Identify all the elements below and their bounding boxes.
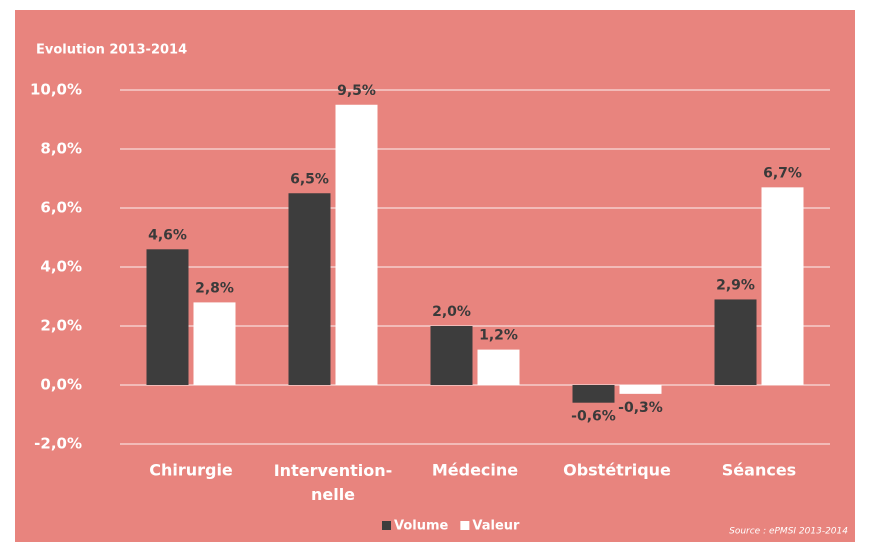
bar (572, 385, 615, 403)
x-tick-label: Séances (722, 461, 796, 480)
legend-swatch (460, 521, 470, 530)
chart-title: Evolution 2013-2014 (36, 43, 187, 58)
bar (335, 104, 378, 385)
x-tick-label: Obstétrique (563, 461, 671, 480)
y-tick-label: 4,0% (40, 258, 82, 276)
bar (619, 385, 662, 394)
bar (477, 349, 520, 385)
x-tick-label: Chirurgie (149, 461, 233, 480)
y-tick-label: 6,0% (40, 199, 82, 217)
value-label: 1,2% (479, 328, 518, 344)
bar (193, 302, 236, 385)
value-label: 4,6% (148, 227, 187, 243)
bar (288, 193, 331, 385)
y-tick-label: 8,0% (40, 140, 82, 158)
bar (146, 249, 189, 385)
x-tick-label: Intervention-nelle (274, 461, 393, 504)
source-note: Source : ePMSI 2013-2014 (729, 527, 848, 537)
legend-swatch (382, 521, 391, 530)
value-label: 6,5% (290, 171, 329, 187)
y-tick-label: 0,0% (40, 376, 82, 394)
y-tick-label: 2,0% (40, 317, 82, 335)
value-label: 2,0% (432, 304, 471, 320)
bar (430, 326, 473, 385)
y-tick-label: 10,0% (30, 81, 82, 99)
value-label: 2,9% (716, 277, 755, 293)
legend-label: Volume (394, 519, 449, 534)
x-tick-label: Médecine (432, 461, 518, 480)
value-label: 9,5% (337, 83, 376, 99)
value-label: 6,7% (763, 165, 802, 181)
bar (761, 187, 804, 385)
value-label: -0,3% (618, 400, 663, 416)
value-label: 2,8% (195, 280, 234, 296)
value-label: -0,6% (571, 409, 616, 425)
legend-label: Valeur (472, 519, 520, 534)
y-tick-label: -2,0% (34, 435, 82, 453)
bar (714, 299, 757, 385)
